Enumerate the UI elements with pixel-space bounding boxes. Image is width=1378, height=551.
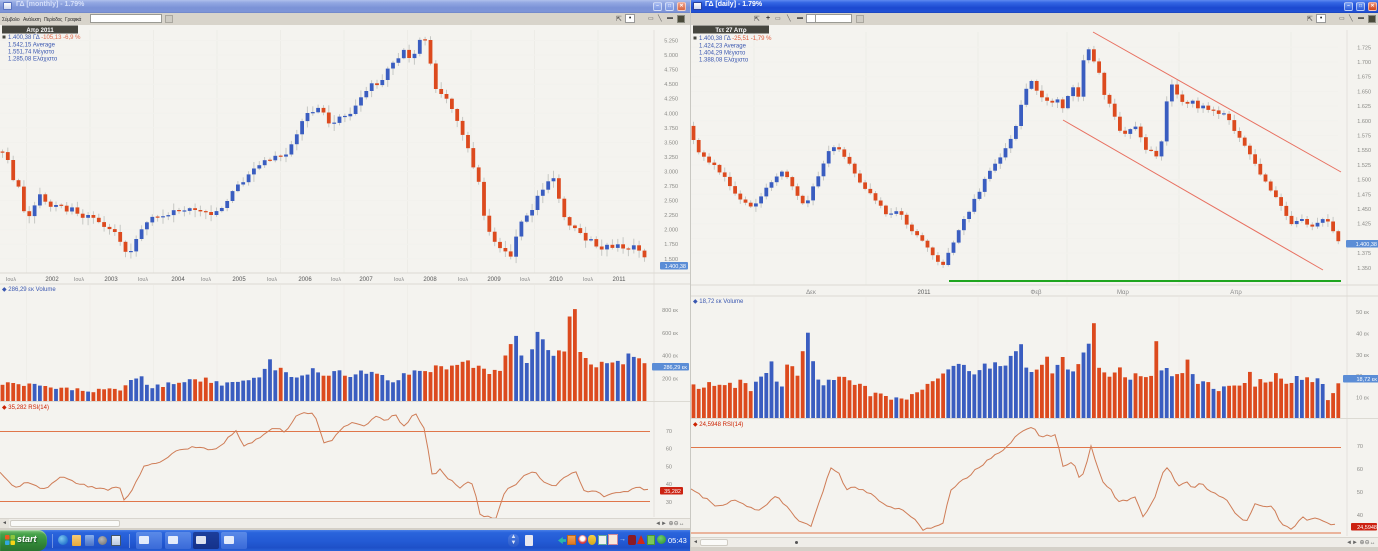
- svg-text:Ιουλ: Ιουλ: [6, 277, 17, 283]
- svg-text:40: 40: [666, 482, 672, 488]
- svg-text:2010: 2010: [549, 277, 563, 283]
- svg-text:1.675: 1.675: [1357, 75, 1371, 81]
- svg-text:4.000: 4.000: [664, 111, 678, 117]
- svg-text:Φεβ: Φεβ: [1031, 290, 1042, 296]
- svg-text:2011: 2011: [613, 277, 627, 283]
- svg-text:Ιουλ: Ιουλ: [74, 277, 85, 283]
- svg-text:5.250: 5.250: [664, 39, 678, 45]
- svg-text:1.650: 1.650: [1357, 89, 1371, 95]
- svg-text:286,29 εκ: 286,29 εκ: [663, 365, 687, 371]
- svg-text:2004: 2004: [171, 277, 185, 283]
- svg-text:5.000: 5.000: [664, 53, 678, 59]
- svg-text:1.400,38 ΓΔ -25,51 -1,79 %: 1.400,38 ΓΔ -25,51 -1,79 %: [699, 36, 772, 42]
- svg-text:1.400,38 ΓΔ -105,13 -6,9 %: 1.400,38 ΓΔ -105,13 -6,9 %: [8, 35, 81, 41]
- svg-text:70: 70: [1357, 444, 1363, 450]
- svg-text:Ιουλ: Ιουλ: [201, 277, 212, 283]
- svg-text:1.750: 1.750: [664, 242, 678, 248]
- svg-text:10 εκ: 10 εκ: [1356, 396, 1369, 402]
- svg-text:30: 30: [666, 500, 672, 506]
- svg-text:1.700: 1.700: [1357, 60, 1371, 66]
- svg-text:Δεκ: Δεκ: [806, 290, 817, 296]
- svg-text:4.250: 4.250: [664, 97, 678, 103]
- svg-text:1.500: 1.500: [664, 257, 678, 263]
- svg-text:3.500: 3.500: [664, 140, 678, 146]
- svg-text:2007: 2007: [359, 277, 373, 283]
- svg-text:200 εκ: 200 εκ: [662, 376, 678, 382]
- svg-text:40: 40: [1357, 513, 1363, 519]
- svg-text:◆ 18,72 εκ Volume: ◆ 18,72 εκ Volume: [693, 299, 744, 305]
- svg-text:1.400,38: 1.400,38: [665, 264, 686, 270]
- svg-text:1.285,08 Ελάχιστο: 1.285,08 Ελάχιστο: [8, 56, 58, 63]
- svg-text:2002: 2002: [45, 277, 59, 283]
- svg-text:50: 50: [666, 464, 672, 470]
- svg-text:1.350: 1.350: [1357, 266, 1371, 272]
- svg-text:30 εκ: 30 εκ: [1356, 353, 1369, 359]
- svg-text:2.250: 2.250: [664, 213, 678, 219]
- svg-text:Ιουλ: Ιουλ: [138, 277, 149, 283]
- svg-text:50 εκ: 50 εκ: [1356, 310, 1369, 316]
- svg-text:1.425: 1.425: [1357, 222, 1371, 228]
- svg-text:24,5948: 24,5948: [1357, 525, 1377, 531]
- svg-text:1.400,38: 1.400,38: [1356, 242, 1377, 248]
- svg-text:2.500: 2.500: [664, 199, 678, 205]
- svg-text:1.450: 1.450: [1357, 207, 1371, 213]
- svg-text:60: 60: [1357, 467, 1363, 473]
- svg-text:2003: 2003: [104, 277, 118, 283]
- svg-text:35,282: 35,282: [664, 489, 681, 495]
- svg-text:Ιουλ: Ιουλ: [331, 277, 342, 283]
- svg-text:Ιουλ: Ιουλ: [267, 277, 278, 283]
- svg-text:◆ 35,282 RSI(14): ◆ 35,282 RSI(14): [2, 405, 49, 411]
- svg-text:2005: 2005: [232, 277, 246, 283]
- svg-text:◆ 24,5948 RSI(14): ◆ 24,5948 RSI(14): [693, 422, 743, 428]
- svg-text:2011: 2011: [918, 290, 932, 296]
- svg-text:Απρ: Απρ: [1230, 290, 1242, 296]
- svg-text:1.475: 1.475: [1357, 192, 1371, 198]
- svg-text:3.750: 3.750: [664, 126, 678, 132]
- svg-text:3.250: 3.250: [664, 155, 678, 161]
- svg-text:1.404,29 Μέγιστο: 1.404,29 Μέγιστο: [699, 50, 746, 57]
- svg-text:2006: 2006: [298, 277, 312, 283]
- svg-text:2008: 2008: [423, 277, 437, 283]
- svg-text:1.625: 1.625: [1357, 104, 1371, 110]
- svg-text:Απρ 2011: Απρ 2011: [26, 28, 54, 34]
- svg-text:40 εκ: 40 εκ: [1356, 331, 1369, 337]
- svg-text:4.500: 4.500: [664, 82, 678, 88]
- svg-text:50: 50: [1357, 490, 1363, 496]
- svg-text:60: 60: [666, 447, 672, 453]
- svg-text:Ιουλ: Ιουλ: [583, 277, 594, 283]
- svg-text:18,72 εκ: 18,72 εκ: [1357, 377, 1378, 383]
- svg-text:Μαρ: Μαρ: [1117, 290, 1129, 296]
- svg-text:Ιουλ: Ιουλ: [458, 277, 469, 283]
- svg-text:Ιουλ: Ιουλ: [394, 277, 405, 283]
- svg-text:400 εκ: 400 εκ: [662, 354, 678, 360]
- svg-text:1.575: 1.575: [1357, 134, 1371, 140]
- svg-text:◆ 286,29 εκ Volume: ◆ 286,29 εκ Volume: [2, 287, 56, 293]
- svg-text:70: 70: [666, 429, 672, 435]
- svg-text:1.500: 1.500: [1357, 178, 1371, 184]
- svg-text:600 εκ: 600 εκ: [662, 331, 678, 337]
- svg-text:4.750: 4.750: [664, 68, 678, 74]
- svg-text:2.750: 2.750: [664, 184, 678, 190]
- svg-text:1.525: 1.525: [1357, 163, 1371, 169]
- svg-text:2009: 2009: [487, 277, 501, 283]
- svg-text:800 εκ: 800 εκ: [662, 308, 678, 314]
- svg-text:3.000: 3.000: [664, 169, 678, 175]
- svg-text:Τετ 27 Απρ: Τετ 27 Απρ: [715, 28, 746, 34]
- svg-text:1.388,08 Ελάχιστο: 1.388,08 Ελάχιστο: [699, 57, 749, 64]
- svg-text:1.600: 1.600: [1357, 119, 1371, 125]
- svg-text:1.551,74 Μέγιστο: 1.551,74 Μέγιστο: [8, 49, 55, 56]
- svg-text:1.725: 1.725: [1357, 45, 1371, 51]
- svg-text:1.542,15 Average: 1.542,15 Average: [8, 43, 56, 49]
- svg-text:2.000: 2.000: [664, 228, 678, 234]
- svg-text:1.550: 1.550: [1357, 148, 1371, 154]
- svg-text:1.375: 1.375: [1357, 251, 1371, 257]
- svg-text:Ιουλ: Ιουλ: [520, 277, 531, 283]
- svg-text:1.424,23 Average: 1.424,23 Average: [699, 44, 747, 50]
